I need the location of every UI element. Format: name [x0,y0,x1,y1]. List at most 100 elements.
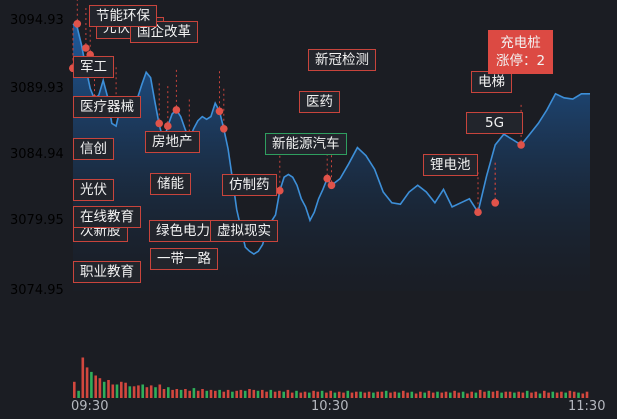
volume-bar [94,375,97,398]
volume-bar [474,392,478,398]
volume-bar [149,385,153,398]
volume-bar [252,389,256,398]
volume-bar [342,392,345,398]
volume-bar [457,392,461,398]
volume-bar [513,392,516,398]
volume-bar [77,390,80,398]
volume-bar [449,392,452,398]
volume-bar [102,381,106,398]
volume-bar [278,390,281,398]
sector-tag[interactable]: 新能源汽车 [265,133,347,155]
volume-bar [543,390,546,398]
volume-bar [303,391,307,398]
volume-bar [128,386,132,398]
annotation-dot [82,44,90,52]
sector-tag[interactable]: 医药 [299,91,340,113]
volume-bar [577,392,580,398]
volume-bar [273,391,277,398]
annotation-dot [474,208,482,216]
volume-bar [538,393,542,398]
volume-bar [585,391,589,398]
sector-tag[interactable]: 虚拟现实 [210,220,278,242]
sector-tag[interactable]: 新冠检测 [308,49,376,71]
annotation-dot [323,174,332,183]
volume-bar [363,392,367,398]
volume-bar [372,392,375,398]
volume-bar [286,389,290,398]
volume-bar [196,390,200,398]
volume-bar [440,392,444,398]
volume-bar [402,390,405,398]
highlight-title: 充电桩 [500,35,541,51]
volume-bar [444,391,448,398]
volume-bar [111,384,115,398]
sector-tag[interactable]: 职业教育 [73,261,141,283]
sector-tag[interactable]: 5G [466,112,524,134]
x-tick-label: 09:30 [71,399,109,414]
y-tick-label: 3084.94 [10,147,64,162]
volume-bar [376,391,379,398]
volume-bar [295,390,298,398]
volume-bar [333,392,337,398]
volume-bar [226,389,230,398]
volume-bar [525,390,529,398]
sector-tag[interactable]: 节能环保 [89,5,157,27]
sector-tag[interactable]: 绿色电力 [149,220,217,242]
annotation-dot [276,186,284,195]
volume-bar [564,392,567,398]
volume-bar [406,392,409,398]
sector-tag[interactable]: 在线教育 [73,206,141,228]
volume-bar [85,367,89,398]
sector-tag[interactable]: 信创 [73,138,114,160]
volume-bar [389,392,392,398]
volume-bar [337,391,341,398]
volume-bar [350,392,354,398]
x-tick-label: 10:30 [311,399,349,414]
volume-bar [231,391,234,398]
highlight-tag[interactable]: 充电桩 涨停：2 [488,30,554,74]
volume-bar [534,391,538,398]
annotation-dot [220,125,228,133]
volume-bar [175,389,179,398]
annotation-dot [517,141,525,149]
sector-tag[interactable]: 一带一路 [150,248,218,270]
sector-tag[interactable]: 医疗器械 [73,96,141,118]
volume-bar [461,391,465,398]
volume-bar [581,393,585,398]
volume-bar [325,392,328,398]
volume-bar [547,392,550,398]
volume-bar [132,386,136,398]
sector-tag[interactable]: 光伏 [73,179,114,201]
volume-bar [355,391,358,398]
sector-tag[interactable]: 锂电池 [423,154,478,176]
volume-bar [380,391,384,398]
sector-tag[interactable]: 仿制药 [222,174,277,196]
sector-tag[interactable]: 储能 [150,173,191,195]
volume-bar [218,389,221,398]
volume-bar [427,390,431,398]
volume-bar [470,391,473,398]
volume-bar [530,392,533,398]
volume-layer [73,357,589,398]
volume-bar [261,389,264,398]
x-tick-label: 11:30 [568,399,606,414]
volume-bar [508,391,512,398]
volume-bar [269,389,273,398]
volume-bar [478,389,482,398]
sector-tag[interactable]: 军工 [73,56,114,78]
volume-bar [551,391,555,398]
volume-bar [496,390,499,398]
volume-bar [367,391,371,398]
volume-bar [500,392,503,398]
volume-bar [115,384,119,398]
sector-tag[interactable]: 电梯 [471,71,512,93]
volume-bar [120,381,123,398]
volume-bar [235,390,238,398]
volume-bar [137,385,140,398]
y-tick-label: 3094.93 [10,13,64,28]
y-tick-label: 3089.93 [10,81,64,96]
volume-bar [504,391,508,398]
annotation-dot [215,107,224,116]
sector-tag[interactable]: 房地产 [145,131,200,153]
